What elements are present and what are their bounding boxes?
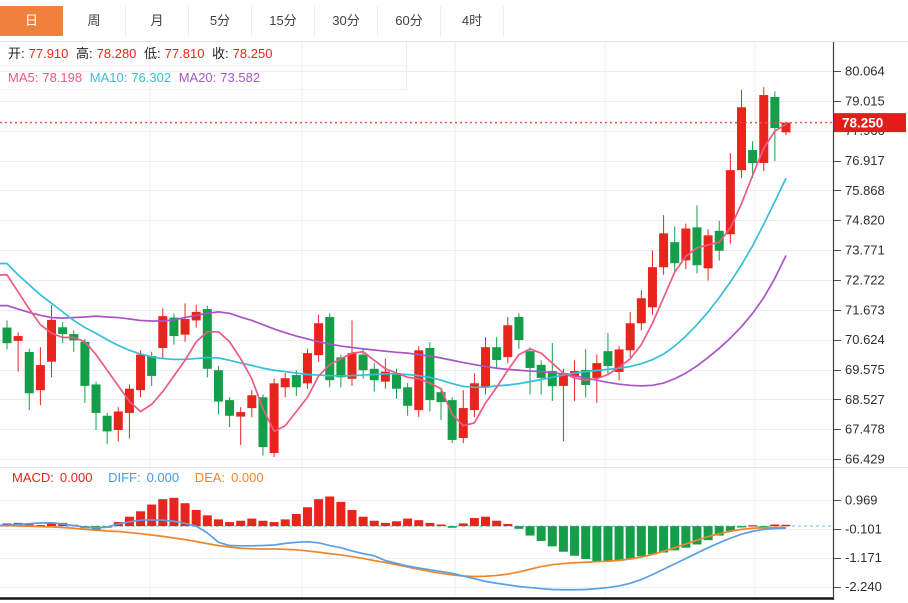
ma20-line: [0, 255, 787, 387]
macd-gridlines: [0, 500, 841, 588]
svg-text:69.575: 69.575: [845, 362, 885, 377]
tab-4hour[interactable]: 4时: [441, 6, 504, 36]
dea-line: [0, 524, 786, 578]
price-gridlines: [0, 71, 841, 460]
tab-30min[interactable]: 30分: [315, 6, 378, 36]
svg-text:79.015: 79.015: [845, 93, 885, 108]
svg-text:66.429: 66.429: [845, 452, 885, 467]
svg-text:76.917: 76.917: [845, 153, 885, 168]
tab-week[interactable]: 周: [63, 6, 126, 36]
svg-text:78.250: 78.250: [842, 116, 883, 131]
current-price-tag: 78.250: [834, 113, 906, 133]
diff-line: [0, 519, 787, 591]
main-price-chart[interactable]: 80.06479.01577.96676.91775.86874.82073.7…: [0, 42, 908, 467]
tab-day[interactable]: 日: [0, 6, 63, 36]
svg-text:74.820: 74.820: [845, 213, 885, 228]
price-axis-labels: 80.06479.01577.96676.91775.86874.82073.7…: [845, 64, 885, 467]
svg-text:73.771: 73.771: [845, 243, 885, 258]
main-vertical-gridlines: [149, 42, 756, 467]
svg-text:-2.240: -2.240: [845, 579, 882, 594]
tab-5min[interactable]: 5分: [189, 6, 252, 36]
svg-text:70.624: 70.624: [845, 332, 885, 347]
svg-text:80.064: 80.064: [845, 64, 885, 79]
candles: [2, 87, 791, 458]
macd-sub-chart[interactable]: 0.969 -0.101 -1.171 -2.240: [0, 467, 908, 603]
ma10-line: [0, 177, 787, 389]
ma5-line: [0, 123, 787, 433]
svg-text:71.673: 71.673: [845, 302, 885, 317]
macd-vertical-gridlines: [149, 468, 756, 599]
svg-text:67.478: 67.478: [845, 422, 885, 437]
svg-text:-1.171: -1.171: [845, 550, 882, 565]
svg-text:68.527: 68.527: [845, 392, 885, 407]
svg-text:0.969: 0.969: [845, 493, 878, 508]
macd-histogram: [2, 496, 791, 562]
chart-region: 80.06479.01577.96676.91775.86874.82073.7…: [0, 42, 908, 603]
tab-60min[interactable]: 60分: [378, 6, 441, 36]
macd-axis-labels: 0.969 -0.101 -1.171 -2.240: [845, 493, 882, 595]
svg-text:-0.101: -0.101: [845, 521, 882, 536]
svg-text:75.868: 75.868: [845, 183, 885, 198]
tab-15min[interactable]: 15分: [252, 6, 315, 36]
timeframe-tabbar: 日 周 月 5分 15分 30分 60分 4时: [0, 0, 908, 42]
tab-month[interactable]: 月: [126, 6, 189, 36]
svg-text:72.722: 72.722: [845, 272, 885, 287]
